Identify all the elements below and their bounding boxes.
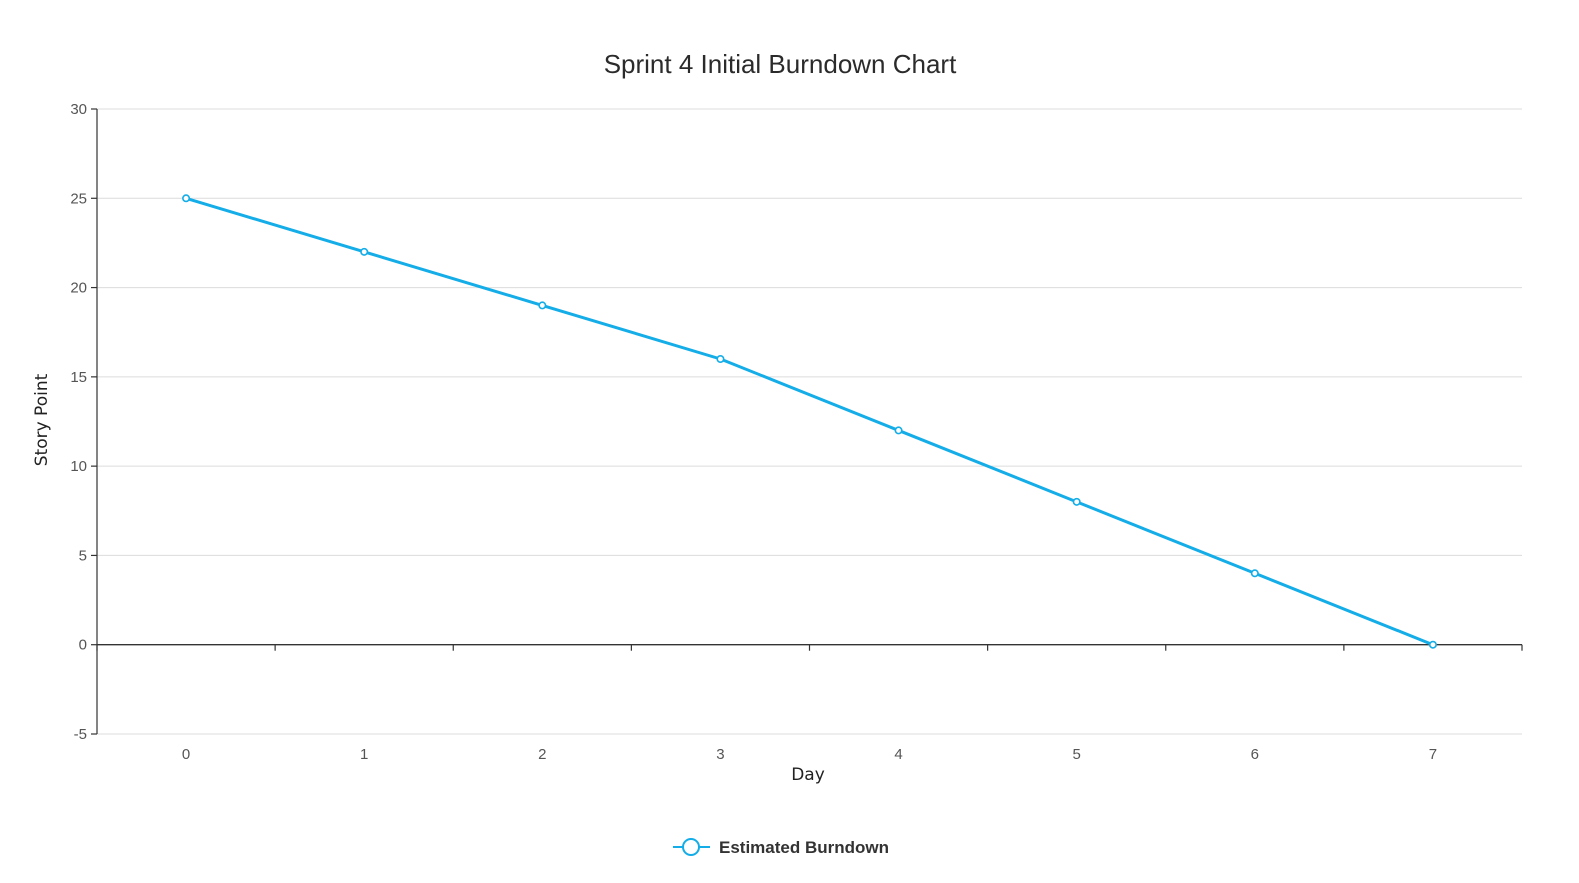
y-tick-label: 0 <box>79 637 87 654</box>
x-tick-label: 5 <box>1073 746 1081 763</box>
series-line <box>185 196 1434 647</box>
legend[interactable]: Estimated Burndown <box>673 838 889 857</box>
data-point[interactable] <box>1428 640 1437 649</box>
y-tick-label: -5 <box>74 726 87 743</box>
series-layer <box>182 194 1437 649</box>
chart-title: Sprint 4 Initial Burndown Chart <box>604 49 957 79</box>
y-tick-label: 30 <box>70 101 87 118</box>
x-axis-title: Day <box>791 765 825 785</box>
x-tick-label: 7 <box>1429 746 1437 763</box>
y-axis-title: Story Point <box>32 373 52 466</box>
legend-label[interactable]: Estimated Burndown <box>719 838 889 857</box>
x-tick-label: 6 <box>1251 746 1259 763</box>
data-point[interactable] <box>894 426 903 435</box>
y-tick-label: 20 <box>70 280 87 297</box>
data-point[interactable] <box>716 354 725 363</box>
y-tick-label: 15 <box>70 369 87 386</box>
y-tick-label: 5 <box>79 547 87 564</box>
y-tick-label: 10 <box>70 458 87 475</box>
data-point[interactable] <box>1250 569 1259 578</box>
data-point[interactable] <box>182 194 191 203</box>
y-tick-label: 25 <box>70 190 87 207</box>
gridlines <box>97 108 1522 735</box>
data-point[interactable] <box>1072 497 1081 506</box>
x-tick-label: 2 <box>538 746 546 763</box>
data-point[interactable] <box>360 247 369 256</box>
x-tick-label: 1 <box>360 746 368 763</box>
x-tick-label: 3 <box>716 746 724 763</box>
axes: -5 0 5 10 15 20 25 30 0 1 2 3 4 5 6 7 <box>70 101 1523 763</box>
x-tick-label: 4 <box>894 746 902 763</box>
data-point[interactable] <box>538 301 547 310</box>
legend-marker-icon <box>682 838 700 856</box>
x-tick-label: 0 <box>182 746 190 763</box>
